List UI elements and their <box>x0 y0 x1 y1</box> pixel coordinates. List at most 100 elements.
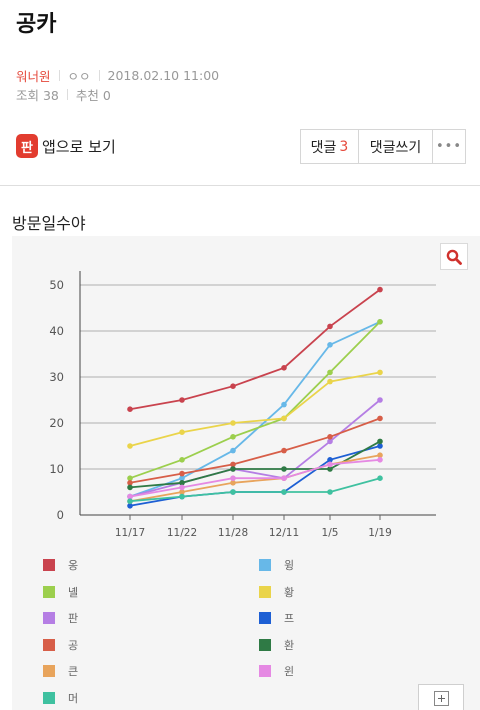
legend-item: 프 <box>259 611 294 625</box>
legend-item: 머 <box>43 691 78 705</box>
more-options-icon[interactable]: ••• <box>435 139 462 154</box>
data-point <box>179 480 185 486</box>
data-point <box>281 365 287 371</box>
legend-label: 판 <box>68 612 79 625</box>
data-point <box>127 475 133 482</box>
write-comment-button[interactable]: 댓글쓰기 <box>359 130 433 163</box>
comments-count: 3 <box>339 138 349 155</box>
legend-item: 공 <box>43 638 78 652</box>
data-point <box>377 319 383 325</box>
y-tick-label: 0 <box>57 508 64 522</box>
data-point <box>377 286 383 293</box>
data-point <box>127 493 133 500</box>
data-point <box>327 323 333 330</box>
data-point <box>127 406 133 413</box>
legend-item: 윈 <box>259 664 294 678</box>
data-point <box>230 489 236 495</box>
divider <box>0 185 480 186</box>
series-line <box>129 458 381 498</box>
legend-item: 황 <box>259 585 294 599</box>
legend-swatch <box>43 559 55 571</box>
series-line <box>129 371 381 447</box>
data-point <box>179 475 185 482</box>
legend-swatch <box>259 559 271 571</box>
data-point <box>127 480 133 486</box>
legend-label: 공 <box>68 638 79 652</box>
comments-button[interactable]: 댓글 3 <box>301 130 359 163</box>
data-point <box>179 493 185 500</box>
legend-label: 옹 <box>68 559 79 572</box>
data-point <box>327 489 333 495</box>
y-tick-label: 50 <box>49 278 64 292</box>
data-point <box>377 415 383 422</box>
data-point <box>179 489 185 495</box>
data-point <box>230 480 236 486</box>
data-point <box>127 443 133 449</box>
data-point <box>281 415 287 422</box>
legend-label: 황 <box>284 585 295 599</box>
data-point <box>230 466 236 472</box>
data-point <box>377 457 383 463</box>
view-count: 조회 38 <box>16 88 59 103</box>
chart-container <box>12 236 480 710</box>
meta-separator <box>98 70 100 81</box>
data-point <box>230 447 236 454</box>
x-tick-label: 1/5 <box>322 527 339 539</box>
legend-item: 윙 <box>259 558 294 572</box>
legend-label: 큰 <box>68 665 79 678</box>
data-point <box>127 503 133 509</box>
data-point <box>327 457 333 463</box>
data-point <box>281 475 287 482</box>
legend-swatch <box>259 585 271 598</box>
legend-swatch <box>43 638 55 651</box>
y-tick-label: 30 <box>49 370 64 384</box>
series-line <box>129 477 381 503</box>
y-tick-label: 20 <box>49 416 64 430</box>
x-tick-label: 11/17 <box>115 527 145 539</box>
comments-label: 댓글 <box>310 139 337 156</box>
legend-swatch <box>259 638 271 651</box>
data-point <box>230 461 236 468</box>
legend-label: 머 <box>68 691 79 705</box>
chart-heading: 방문일수야 <box>12 214 86 233</box>
meta-separator <box>58 70 60 81</box>
data-point <box>377 369 383 376</box>
series-line <box>129 320 381 498</box>
legend-item: 옹 <box>43 558 78 572</box>
data-point <box>281 466 287 472</box>
data-point <box>327 438 333 445</box>
data-point <box>179 470 185 477</box>
series-line <box>129 399 381 498</box>
x-tick-label: 1/19 <box>368 527 392 539</box>
meta-separator <box>66 89 68 100</box>
search-icon[interactable] <box>440 243 468 270</box>
data-point <box>179 397 185 403</box>
author-name[interactable]: 워너원 <box>16 69 51 84</box>
legend-swatch <box>43 612 55 624</box>
legend-label: 프 <box>284 612 295 625</box>
post-date: 2018.02.10 11:00 <box>107 68 220 83</box>
data-point <box>230 475 236 482</box>
data-point <box>281 447 287 454</box>
legend-swatch <box>259 612 271 624</box>
legend-item: 판 <box>43 611 78 625</box>
series-line <box>129 321 381 480</box>
data-point <box>327 434 333 440</box>
legend-label: 윈 <box>284 665 295 678</box>
legend-swatch <box>43 665 55 677</box>
post-meta-author-row: 워너원 ㅇㅇ 2018.02.10 11:00 <box>16 66 219 85</box>
comment-button-group: 댓글 3 댓글쓰기 ••• <box>300 129 466 164</box>
plus-glyph <box>433 691 449 706</box>
legend-item: 녤 <box>43 585 78 599</box>
expand-icon[interactable] <box>418 684 464 710</box>
data-point <box>281 401 287 408</box>
x-tick-label: 12/11 <box>269 527 299 539</box>
legend-label: 녤 <box>68 585 79 599</box>
y-tick-label: 40 <box>49 324 64 338</box>
data-point <box>377 475 383 482</box>
x-tick-label: 11/28 <box>218 527 248 539</box>
open-in-app-link[interactable]: 판 앱으로 보기 <box>16 134 116 158</box>
data-point <box>127 484 133 491</box>
legend-swatch <box>259 665 271 677</box>
